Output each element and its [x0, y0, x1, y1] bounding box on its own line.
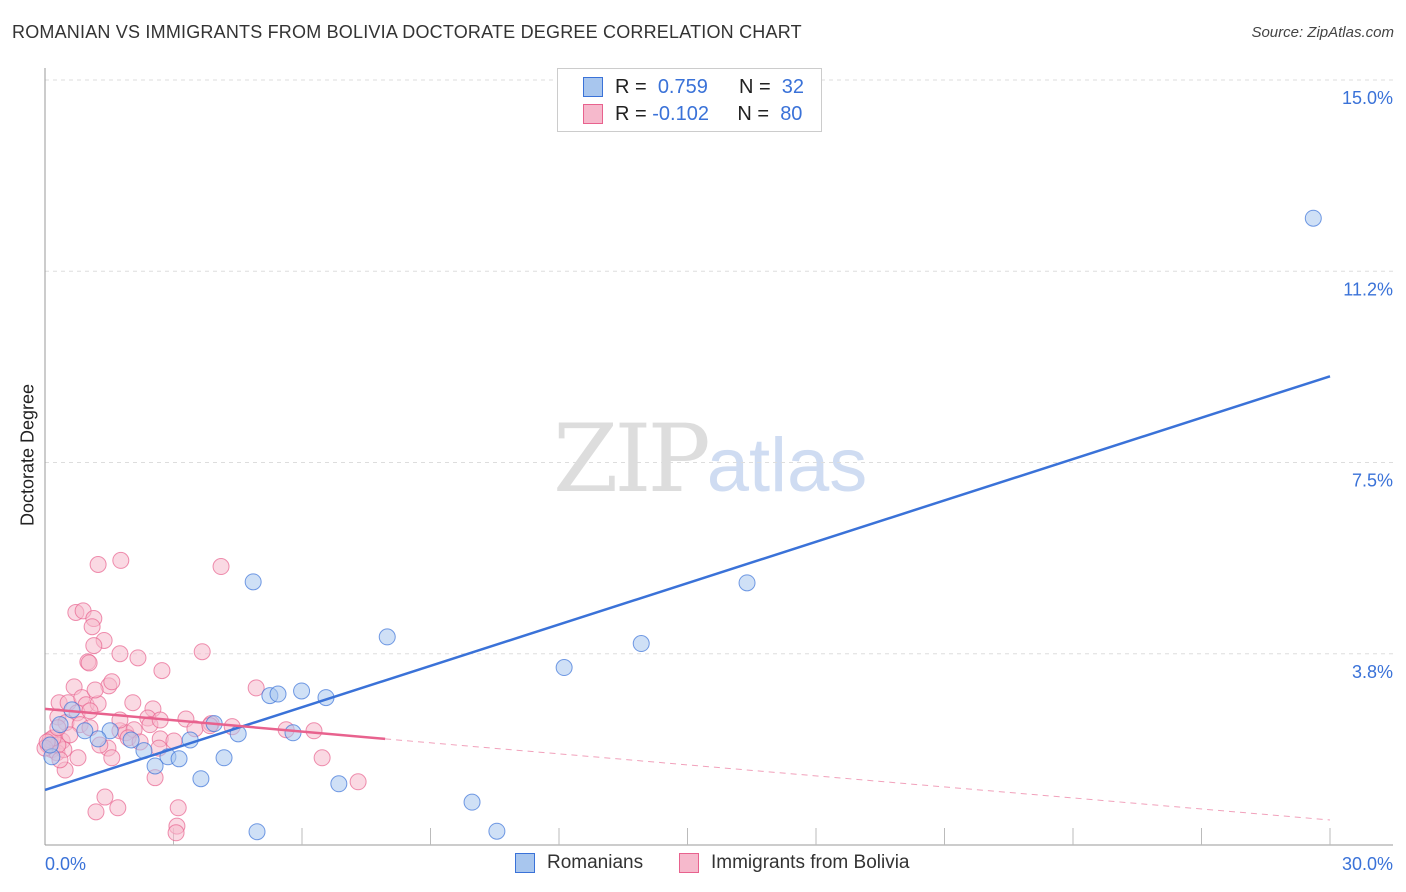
romanian-point	[269, 685, 287, 703]
romanian-point	[330, 775, 348, 793]
romanian-point	[293, 682, 311, 700]
romanian-point	[51, 716, 69, 734]
bolivia-point	[212, 558, 230, 576]
bolivia-point	[89, 556, 107, 573]
romanian-point	[378, 628, 396, 646]
romanian-point	[215, 749, 233, 767]
romanian-point	[738, 574, 756, 592]
y-tick-label: 15.0%	[1342, 88, 1393, 108]
bolivia-point	[193, 643, 211, 661]
legend-label: Romanians	[547, 852, 644, 873]
romanian-point	[76, 722, 94, 740]
bolivia-point	[112, 551, 130, 569]
watermark-logo: ZIPatlas	[553, 405, 868, 514]
bolivia-point	[247, 679, 265, 697]
romanian-point	[555, 659, 573, 677]
chart-title: ROMANIAN VS IMMIGRANTS FROM BOLIVIA DOCT…	[12, 22, 802, 42]
y-tick-label: 3.8%	[1352, 662, 1393, 682]
romanian-point	[146, 757, 164, 775]
bolivia-point	[111, 645, 129, 663]
bolivia-point	[167, 824, 185, 842]
r-label: R =	[615, 102, 647, 125]
bottom-legend-romanians: Romanians	[515, 852, 643, 874]
bolivia-point	[349, 773, 367, 791]
y-tick-label: 7.5%	[1352, 471, 1393, 491]
bolivia-point	[169, 799, 187, 817]
bolivia-point	[103, 673, 121, 691]
n-label: N =	[737, 102, 770, 125]
source-label: Source: ZipAtlas.com	[1251, 24, 1394, 41]
bolivia-point	[305, 722, 323, 740]
romanian-point	[244, 573, 262, 591]
bolivia-point	[129, 649, 147, 667]
bolivia-point	[153, 662, 171, 680]
blue-swatch-icon	[583, 77, 603, 97]
bolivia-point	[81, 702, 99, 720]
bolivia-point	[87, 803, 105, 821]
bolivia-trendline	[44, 707, 386, 741]
bolivia-point	[80, 654, 98, 672]
romanian-point	[101, 722, 119, 740]
romanian-point	[284, 724, 302, 742]
romanian-point	[89, 730, 107, 748]
legend-row-romanians: R = 0.759 N = 32	[583, 74, 804, 100]
bolivia-trendline-extension	[385, 738, 1331, 821]
y-axis-title: Doctorate Degree	[17, 383, 38, 527]
r-value: 0.759	[657, 75, 708, 98]
romanian-point	[248, 823, 266, 841]
romanian-point	[170, 750, 188, 768]
romanian-point	[632, 635, 650, 653]
romanian-point	[463, 793, 481, 811]
legend-label: Immigrants from Bolivia	[711, 852, 910, 873]
bolivia-point	[85, 637, 103, 655]
bolivia-point	[109, 799, 127, 817]
romanian-point	[192, 770, 210, 788]
r-value: -0.102	[652, 102, 709, 125]
romanian-point	[122, 731, 140, 749]
n-value: 80	[780, 102, 803, 125]
bolivia-point	[69, 749, 87, 767]
legend-row-bolivia: R = -0.102 N = 80	[583, 101, 802, 127]
pink-swatch-icon	[583, 104, 603, 124]
bolivia-point	[86, 681, 104, 699]
romanian-point	[488, 822, 506, 840]
y-tick-label: 11.2%	[1343, 279, 1393, 299]
x-tick-label: 30.0%	[1342, 854, 1393, 874]
romanians-trendline	[44, 375, 1331, 792]
bolivia-point	[124, 694, 142, 712]
romanian-point	[1304, 209, 1322, 227]
pink-swatch-icon	[679, 853, 699, 873]
correlation-legend: R = 0.759 N = 32 R = -0.102 N = 80	[557, 68, 822, 132]
bolivia-point	[96, 788, 114, 806]
blue-swatch-icon	[515, 853, 535, 873]
bolivia-point	[103, 749, 121, 767]
romanian-point	[41, 736, 59, 754]
x-tick-label: 0.0%	[45, 854, 86, 874]
n-label: N =	[738, 75, 771, 98]
r-label: R =	[615, 75, 647, 98]
n-value: 32	[781, 75, 804, 98]
bolivia-point	[83, 618, 101, 636]
bottom-legend-bolivia: Immigrants from Bolivia	[679, 852, 910, 874]
bolivia-point	[313, 749, 331, 767]
